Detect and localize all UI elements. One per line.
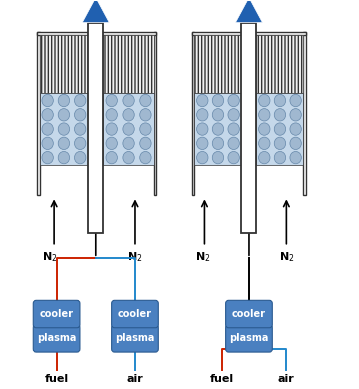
Text: N$_2$: N$_2$: [42, 251, 57, 264]
Text: cooler: cooler: [39, 309, 74, 319]
Circle shape: [197, 109, 208, 121]
Bar: [103, 35, 154, 93]
Text: plasma: plasma: [115, 333, 155, 343]
Circle shape: [228, 123, 239, 135]
Circle shape: [274, 137, 286, 149]
Circle shape: [197, 137, 208, 149]
Circle shape: [140, 151, 151, 164]
Circle shape: [106, 95, 117, 107]
Polygon shape: [236, 0, 262, 23]
Bar: [37, 32, 39, 194]
Text: N$_2$: N$_2$: [279, 251, 294, 264]
Circle shape: [228, 109, 239, 121]
Circle shape: [106, 151, 117, 164]
Circle shape: [197, 123, 208, 135]
Bar: [242, 23, 256, 233]
Circle shape: [74, 123, 86, 135]
Circle shape: [106, 109, 117, 121]
Text: fuel: fuel: [210, 374, 234, 384]
Circle shape: [140, 123, 151, 135]
Circle shape: [212, 137, 224, 149]
Bar: [154, 32, 157, 194]
Circle shape: [58, 109, 70, 121]
Circle shape: [274, 151, 286, 164]
Circle shape: [228, 95, 239, 107]
Circle shape: [212, 123, 224, 135]
Circle shape: [258, 109, 270, 121]
Circle shape: [228, 137, 239, 149]
Circle shape: [123, 123, 134, 135]
Circle shape: [74, 137, 86, 149]
Circle shape: [106, 137, 117, 149]
Bar: [195, 93, 242, 165]
Circle shape: [274, 123, 286, 135]
Circle shape: [290, 123, 301, 135]
FancyBboxPatch shape: [112, 325, 158, 352]
Circle shape: [58, 151, 70, 164]
Circle shape: [258, 95, 270, 107]
Bar: [39, 93, 88, 165]
Text: plasma: plasma: [229, 333, 269, 343]
Polygon shape: [82, 0, 109, 23]
Circle shape: [290, 137, 301, 149]
Circle shape: [212, 151, 224, 164]
Circle shape: [58, 95, 70, 107]
Text: N$_2$: N$_2$: [195, 251, 210, 264]
Circle shape: [74, 109, 86, 121]
Circle shape: [42, 137, 53, 149]
Circle shape: [123, 109, 134, 121]
Bar: [103, 93, 154, 165]
Bar: [192, 32, 195, 194]
FancyBboxPatch shape: [225, 325, 272, 352]
Circle shape: [290, 109, 301, 121]
Circle shape: [74, 151, 86, 164]
Circle shape: [228, 151, 239, 164]
Bar: [88, 23, 103, 233]
Bar: [39, 35, 88, 93]
Circle shape: [258, 123, 270, 135]
Circle shape: [74, 95, 86, 107]
Circle shape: [42, 95, 53, 107]
Text: N$_2$: N$_2$: [127, 251, 143, 264]
Circle shape: [140, 109, 151, 121]
Circle shape: [290, 95, 301, 107]
FancyBboxPatch shape: [33, 300, 80, 328]
Circle shape: [140, 137, 151, 149]
Circle shape: [212, 109, 224, 121]
FancyBboxPatch shape: [112, 300, 158, 328]
Bar: [192, 32, 306, 35]
Circle shape: [274, 109, 286, 121]
Bar: [37, 32, 157, 35]
Circle shape: [197, 151, 208, 164]
Circle shape: [258, 151, 270, 164]
Circle shape: [274, 95, 286, 107]
Text: cooler: cooler: [118, 309, 152, 319]
Text: plasma: plasma: [37, 333, 76, 343]
Bar: [195, 35, 242, 93]
Circle shape: [42, 151, 53, 164]
Text: air: air: [278, 374, 295, 384]
FancyBboxPatch shape: [33, 325, 80, 352]
Bar: [256, 35, 303, 93]
Circle shape: [123, 137, 134, 149]
Circle shape: [290, 151, 301, 164]
Circle shape: [42, 123, 53, 135]
Circle shape: [58, 123, 70, 135]
Bar: [303, 32, 306, 194]
Text: air: air: [127, 374, 143, 384]
Text: fuel: fuel: [45, 374, 69, 384]
Circle shape: [106, 123, 117, 135]
Circle shape: [123, 95, 134, 107]
Circle shape: [42, 109, 53, 121]
Circle shape: [140, 95, 151, 107]
Bar: [256, 93, 303, 165]
Circle shape: [197, 95, 208, 107]
FancyBboxPatch shape: [225, 300, 272, 328]
Circle shape: [123, 151, 134, 164]
Circle shape: [58, 137, 70, 149]
Circle shape: [212, 95, 224, 107]
Circle shape: [258, 137, 270, 149]
Text: cooler: cooler: [232, 309, 266, 319]
